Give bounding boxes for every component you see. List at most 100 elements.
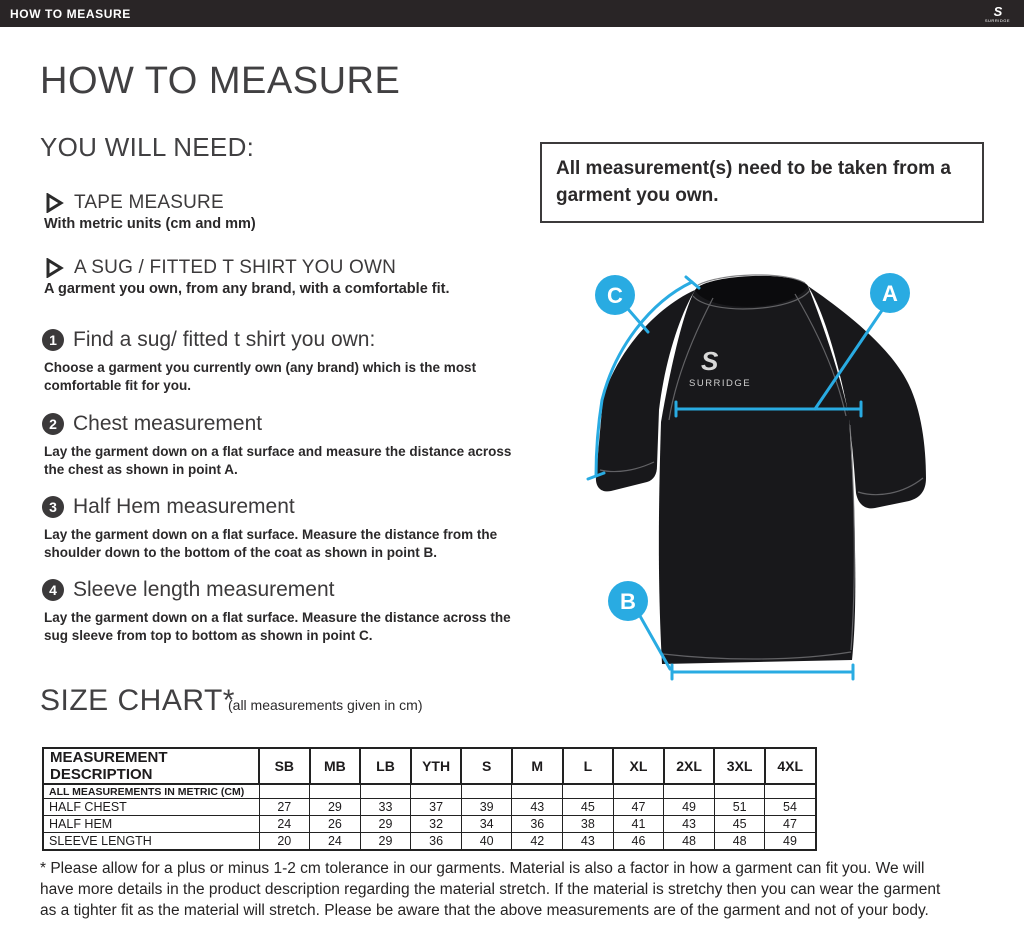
- size-chart-table: MEASUREMENT DESCRIPTION SB MB LB YTH S M L XL 2XL…: [42, 747, 817, 851]
- row-label-cell: HALF HEM: [42, 815, 260, 833]
- empty-cell: [511, 783, 564, 799]
- column-header-size: S: [460, 747, 513, 785]
- value-cell: 54: [764, 798, 817, 816]
- step-1: 1 Find a sug/ fitted t shirt you own: Ch…: [42, 328, 547, 395]
- need-item-subtext: With metric units (cm and mm): [44, 216, 256, 232]
- empty-cell: [359, 783, 412, 799]
- point-a-marker: A: [870, 273, 910, 313]
- value-cell: 27: [258, 798, 311, 816]
- value-cell: 43: [511, 798, 564, 816]
- column-header-size: SB: [258, 747, 311, 785]
- chest-measurement-line: [674, 400, 863, 418]
- value-cell: 29: [359, 832, 412, 851]
- value-cell: 29: [359, 815, 412, 833]
- table-row: SLEEVE LENGTH 20 24 29 36 40 42 43 46 48 48 49: [42, 832, 817, 851]
- hem-measurement-line: [670, 663, 855, 681]
- chest-callout-line: [813, 304, 887, 411]
- value-cell: 32: [410, 815, 462, 833]
- metric-note-cell: ALL MEASUREMENTS IN METRIC (CM): [42, 783, 260, 799]
- step-2-body: Lay the garment down on a flat surface a…: [44, 444, 512, 477]
- value-cell: 36: [511, 815, 564, 833]
- value-cell: 47: [764, 815, 817, 833]
- column-header-size: XL: [612, 747, 665, 785]
- page-title: HOW TO MEASURE: [40, 60, 401, 102]
- shirt-stitching: [599, 274, 924, 660]
- surridge-logo-mark: S: [993, 3, 1003, 19]
- metric-note-row: ALL MEASUREMENTS IN METRIC (CM): [42, 783, 817, 799]
- need-item-label: TAPE MEASURE: [74, 192, 224, 213]
- value-cell: 47: [612, 798, 665, 816]
- shirt-right-sleeve: [808, 286, 926, 509]
- step-3-header: 3 Half Hem measurement: [42, 495, 547, 519]
- value-cell: 29: [309, 798, 361, 816]
- step-4: 4 Sleeve length measurement Lay the garm…: [42, 578, 547, 645]
- top-bar: HOW TO MEASURE S SURRIDGE: [0, 0, 1024, 27]
- value-cell: 20: [258, 832, 311, 851]
- point-b-label: B: [620, 589, 636, 614]
- empty-cell: [258, 783, 311, 799]
- step-2-number-badge: 2: [42, 413, 64, 435]
- column-header-size: LB: [359, 747, 412, 785]
- value-cell: 49: [663, 798, 715, 816]
- column-header-size: 4XL: [763, 747, 817, 785]
- empty-cell: [562, 783, 614, 799]
- row-label-cell: HALF CHEST: [42, 798, 260, 816]
- step-4-header: 4 Sleeve length measurement: [42, 578, 547, 602]
- value-cell: 46: [612, 832, 665, 851]
- point-c-marker: C: [595, 275, 635, 315]
- value-cell: 41: [612, 815, 665, 833]
- empty-cell: [713, 783, 766, 799]
- value-cell: 42: [511, 832, 564, 851]
- step-2-header: 2 Chest measurement: [42, 412, 547, 436]
- column-header-size: 3XL: [713, 747, 766, 785]
- value-cell: 24: [309, 832, 361, 851]
- hem-callout-line: [638, 614, 672, 671]
- value-cell: 49: [764, 832, 817, 851]
- empty-cell: [460, 783, 513, 799]
- point-a-label: A: [882, 281, 898, 306]
- value-cell: 51: [713, 798, 766, 816]
- value-cell: 39: [460, 798, 513, 816]
- step-1-title: Find a sug/ fitted t shirt you own:: [73, 328, 376, 351]
- need-item-tape-measure: TAPE MEASURE: [44, 192, 224, 214]
- size-chart-header-row: MEASUREMENT DESCRIPTION SB MB LB YTH S M L XL 2XL…: [42, 747, 817, 785]
- point-b-marker: B: [608, 581, 648, 621]
- step-3-number-badge: 3: [42, 496, 64, 518]
- table-row: HALF HEM 24 26 29 32 34 36 38 41 43 45 47: [42, 815, 817, 833]
- value-cell: 40: [460, 832, 513, 851]
- need-item-subtext: A garment you own, from any brand, with …: [44, 281, 450, 297]
- need-item-t-shirt: A SUG / FITTED T SHIRT YOU OWN: [44, 257, 396, 279]
- empty-cell: [764, 783, 817, 799]
- size-chart-heading: SIZE CHART*: [40, 684, 235, 717]
- value-cell: 45: [562, 798, 614, 816]
- column-header-size: MB: [308, 747, 362, 785]
- you-will-need-heading: YOU WILL NEED:: [40, 132, 255, 162]
- shirt-torso: [658, 281, 856, 664]
- measurement-note-text: All measurement(s) need to be taken from…: [556, 158, 951, 206]
- tolerance-footnote: * Please allow for a plus or minus 1-2 c…: [40, 860, 941, 920]
- triangle-bullet-icon: [46, 193, 64, 213]
- value-cell: 37: [410, 798, 462, 816]
- point-c-label: C: [607, 283, 623, 308]
- step-4-number-badge: 4: [42, 579, 64, 601]
- value-cell: 38: [562, 815, 614, 833]
- sleeve-measurement-curve: [586, 275, 701, 481]
- value-cell: 43: [663, 815, 715, 833]
- value-cell: 33: [359, 798, 412, 816]
- step-2-title: Chest measurement: [73, 412, 263, 435]
- need-item-label: A SUG / FITTED T SHIRT YOU OWN: [74, 257, 397, 278]
- topbar-title: HOW TO MEASURE: [10, 6, 131, 21]
- size-chart-subheading: (all measurements given in cm): [228, 697, 423, 713]
- step-1-number-badge: 1: [42, 329, 64, 351]
- column-header-size: 2XL: [662, 747, 716, 785]
- empty-cell: [612, 783, 665, 799]
- empty-cell: [663, 783, 715, 799]
- shirt-chest-logo-text: SURRIDGE: [689, 378, 751, 389]
- value-cell: 34: [460, 815, 513, 833]
- value-cell: 48: [713, 832, 766, 851]
- step-3-title: Half Hem measurement: [73, 495, 295, 518]
- step-1-body: Choose a garment you currently own (any …: [44, 360, 477, 393]
- step-3-body: Lay the garment down on a flat surface. …: [44, 527, 498, 560]
- table-row: HALF CHEST 27 29 33 37 39 43 45 47 49 51 54: [42, 798, 817, 816]
